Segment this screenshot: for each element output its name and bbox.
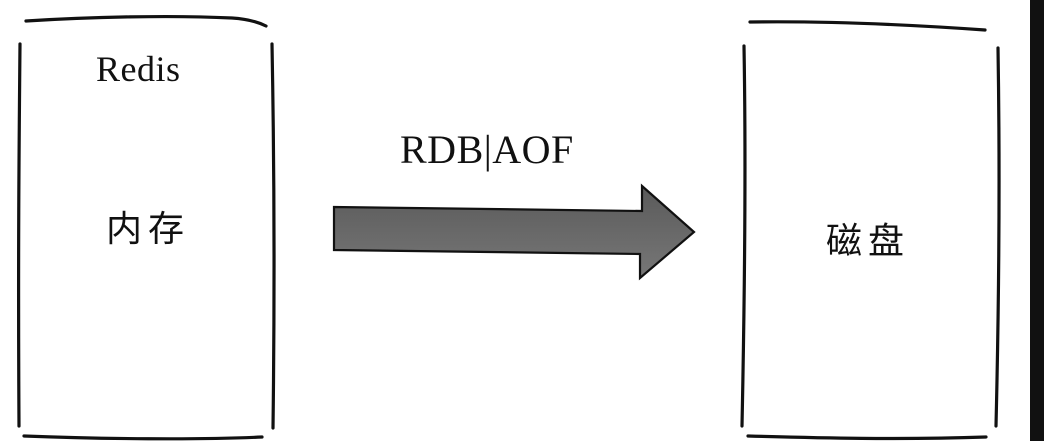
disk-box-left [740, 44, 747, 428]
memory-box-top [24, 14, 268, 28]
redis-title: Redis [96, 49, 181, 89]
disk-label: 磁盘 [826, 221, 911, 262]
disk-box-right [994, 46, 1001, 428]
arrow-label: RDB|AOF [400, 127, 574, 172]
transfer-arrow [332, 183, 696, 281]
memory-label: 内存 [106, 209, 191, 250]
disk-box-top [748, 20, 987, 32]
memory-box-right [270, 42, 276, 430]
memory-box [16, 14, 276, 441]
disk-box-bottom [746, 434, 988, 441]
disk-box [740, 20, 1001, 441]
right-edge-bar [1030, 0, 1044, 441]
memory-box-left [16, 42, 22, 428]
memory-box-bottom [22, 434, 264, 441]
